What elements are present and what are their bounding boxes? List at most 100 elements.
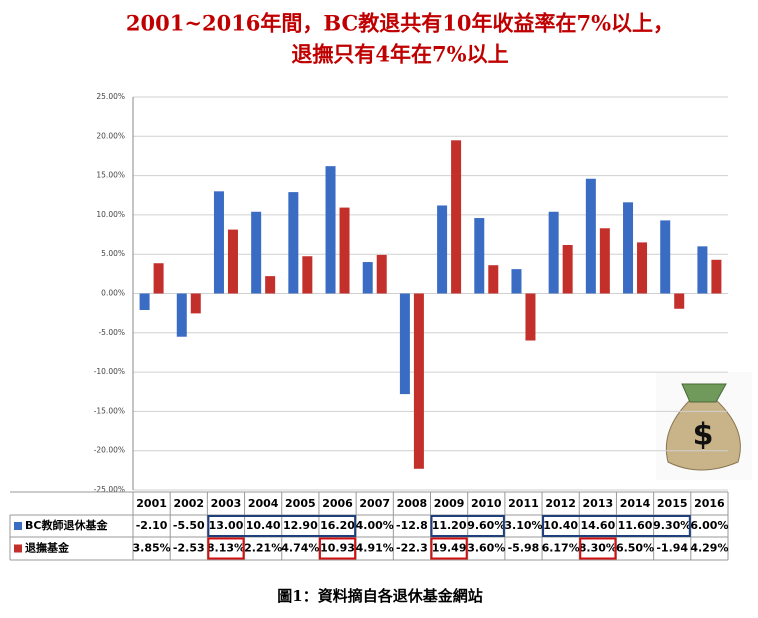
bar: [325, 166, 336, 294]
bar: [660, 220, 671, 294]
data-label: 2.21%: [244, 542, 282, 555]
bar: [488, 265, 499, 294]
x-tick-label: 2016: [694, 497, 725, 510]
data-label: 10.40: [543, 519, 578, 532]
x-tick-label: 2012: [545, 497, 576, 510]
bar: [139, 293, 150, 311]
x-tick-label: 2015: [657, 497, 688, 510]
data-label: 9.60%: [467, 519, 505, 532]
x-tick-label: 2011: [508, 497, 539, 510]
data-label: 8.30%: [579, 542, 617, 555]
data-label: 8.13%: [207, 542, 245, 555]
data-label: 19.49: [432, 542, 467, 555]
data-label: 6.50%: [616, 542, 654, 555]
bar: [399, 293, 410, 395]
bar: [511, 269, 522, 294]
bar: [585, 178, 596, 294]
bar: [451, 140, 462, 294]
data-label: 13.00: [209, 519, 244, 532]
highlight-box: [207, 537, 245, 560]
bar: [213, 191, 224, 294]
y-tick-label: -15.00%: [94, 406, 125, 415]
data-label: 11.20: [432, 519, 467, 532]
bar: [251, 211, 262, 294]
bar: [474, 218, 485, 294]
x-tick-label: 2002: [173, 497, 204, 510]
bar: [437, 205, 448, 294]
y-tick-label: -5.00%: [98, 328, 125, 337]
bar: [339, 207, 350, 294]
x-tick-label: 2001: [136, 497, 167, 510]
data-label: 4.91%: [356, 542, 394, 555]
bar: [637, 242, 648, 294]
data-label: -2.53: [173, 542, 205, 555]
x-tick-label: 2005: [285, 497, 316, 510]
bar: [362, 262, 373, 294]
data-label: 10.93: [320, 542, 355, 555]
highlight-box: [430, 537, 468, 560]
x-tick-label: 2010: [471, 497, 502, 510]
y-tick-label: 20.00%: [96, 131, 125, 140]
bar: [265, 276, 276, 294]
x-tick-label: 2009: [434, 497, 465, 510]
data-label: 16.20: [320, 519, 355, 532]
y-tick-label: -20.00%: [94, 446, 125, 455]
bar: [697, 246, 708, 294]
x-tick-label: 2007: [359, 497, 390, 510]
x-tick-label: 2014: [620, 497, 651, 510]
bar: [548, 211, 559, 294]
data-label: -22.3: [396, 542, 428, 555]
bar: [623, 202, 634, 294]
y-tick-label: -25.00%: [94, 485, 125, 494]
data-label: 11.60: [618, 519, 653, 532]
legend-label: 退撫基金: [25, 541, 70, 555]
data-label: 4.29%: [690, 542, 728, 555]
legend-swatch: [14, 522, 22, 530]
title-line: 退撫只有4年在7%以上: [291, 42, 508, 67]
x-tick-label: 2013: [583, 497, 614, 510]
data-label: 9.30%: [653, 519, 691, 532]
y-tick-label: 25.00%: [96, 92, 125, 101]
money-bag: $: [656, 372, 752, 480]
x-tick-label: 2008: [397, 497, 428, 510]
y-tick-label: 5.00%: [101, 249, 125, 258]
data-label: 3.85%: [133, 542, 171, 555]
bar: [711, 259, 722, 294]
data-label: 12.90: [283, 519, 318, 532]
y-tick-label: 0.00%: [101, 289, 125, 298]
data-label: 6.17%: [542, 542, 580, 555]
data-label: -1.94: [656, 542, 688, 555]
highlight-box: [207, 515, 357, 537]
highlight-box: [542, 515, 691, 537]
y-tick-label: 15.00%: [96, 171, 125, 180]
data-label: 3.60%: [467, 542, 505, 555]
bar: [227, 229, 238, 294]
bar: [376, 254, 387, 294]
data-label: 4.74%: [281, 542, 319, 555]
bar: [413, 293, 424, 469]
data-label: 4.00%: [356, 519, 394, 532]
data-label: -5.98: [508, 542, 540, 555]
data-label: 14.60: [580, 519, 615, 532]
data-label: 3.10%: [504, 519, 542, 532]
bar: [562, 245, 573, 294]
y-tick-label: 10.00%: [96, 210, 125, 219]
bar: [302, 256, 313, 294]
x-tick-label: 2004: [248, 497, 279, 510]
data-label: -5.50: [173, 519, 205, 532]
bar: [525, 293, 536, 341]
x-tick-label: 2006: [322, 497, 353, 510]
highlight-box: [579, 537, 617, 560]
title-line: 2001~2016年間，BC教退共有10年收益率在7%以上，: [126, 11, 674, 36]
data-label: 10.40: [246, 519, 281, 532]
highlight-box: [318, 537, 357, 560]
x-tick-label: 2003: [211, 497, 242, 510]
bar: [674, 293, 685, 309]
bar: [153, 263, 164, 294]
bar: [176, 293, 187, 337]
highlight-box: [430, 515, 505, 537]
legend-swatch: [14, 544, 22, 553]
bar: [288, 192, 299, 294]
data-label: -2.10: [136, 519, 168, 532]
